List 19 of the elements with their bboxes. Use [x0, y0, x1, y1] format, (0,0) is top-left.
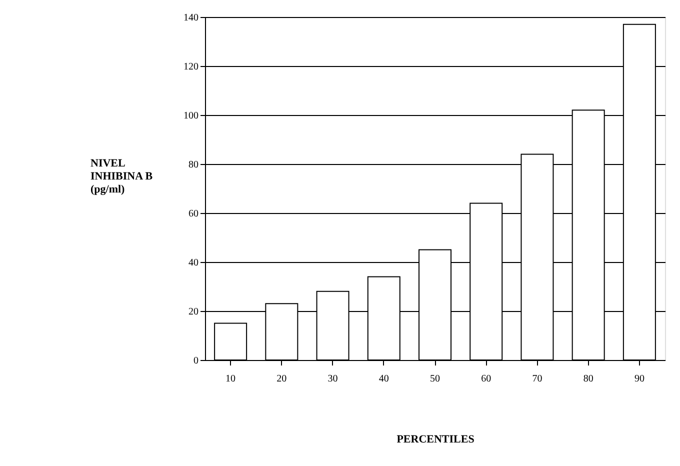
y-tick-label: 0 — [194, 356, 198, 366]
y-tick-label: 120 — [184, 62, 198, 72]
y-tick-label: 20 — [188, 306, 198, 318]
x-tick-label: 30 — [328, 374, 338, 384]
x-tick-label: 40 — [378, 374, 389, 384]
x-tick-label: 90 — [634, 374, 644, 384]
y-tick-label: 140 — [184, 12, 198, 24]
y-tick-label: 40 — [188, 258, 198, 268]
y-tick-label: 80 — [188, 160, 198, 170]
x-tick-label: 70 — [532, 374, 542, 384]
y-axis-title: NIVEL INHIBINA B (pg/ml) — [90, 158, 154, 196]
x-tick-label: 80 — [583, 374, 594, 384]
x-tick-label: 10 — [226, 374, 236, 384]
x-tick-label: 50 — [430, 374, 440, 384]
x-tick-label: 60 — [481, 374, 492, 384]
x-tick-label: 20 — [276, 374, 287, 384]
x-axis-title: PERCENTILES — [396, 434, 474, 446]
y-tick-label: 100 — [184, 110, 198, 122]
y-tick-label: 60 — [188, 208, 198, 220]
